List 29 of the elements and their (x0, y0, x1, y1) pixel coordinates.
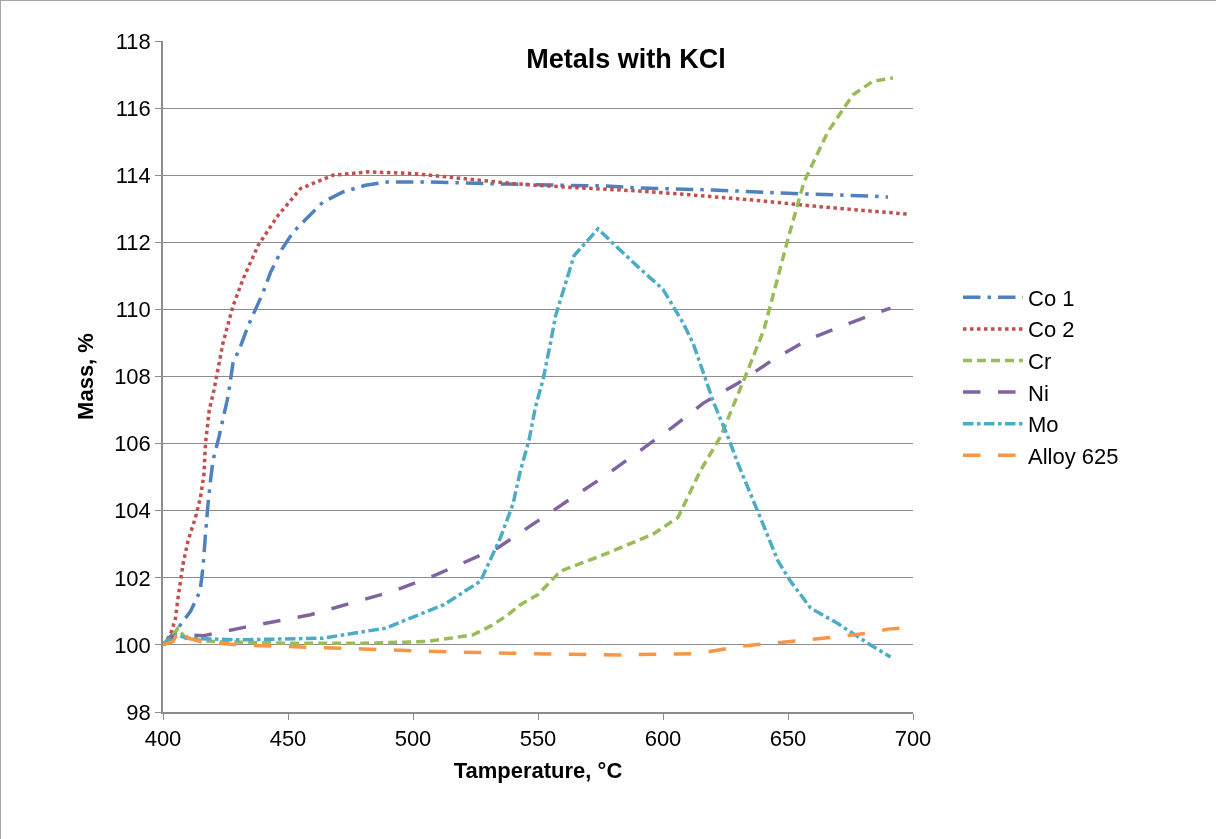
x-tick-label: 500 (394, 726, 432, 752)
y-tick-label: 106 (114, 431, 151, 457)
legend-label: Co 1 (1028, 285, 1075, 311)
y-tick-label: 104 (114, 498, 151, 524)
x-tick-label: 450 (269, 726, 307, 752)
chart-title: Metals with KCl (526, 44, 726, 75)
x-tick-label: 700 (894, 726, 932, 752)
legend-label: Cr (1028, 349, 1052, 375)
y-tick-label: 112 (115, 230, 151, 255)
legend-label: Alloy 625 (1028, 443, 1119, 469)
y-tick-label: 110 (115, 297, 151, 323)
y-tick-label: 118 (115, 28, 151, 54)
legend-label: Ni (1028, 380, 1049, 406)
line-series (163, 626, 903, 657)
y-tick-label: 100 (114, 632, 151, 658)
x-tick-label: 400 (144, 726, 182, 752)
y-tick-label: 114 (115, 162, 151, 188)
y-tick-label: 98 (126, 699, 151, 725)
y-tick-label: 116 (115, 95, 151, 121)
x-tick-label: 650 (769, 726, 807, 752)
x-axis-title: Tamperature, °C (453, 757, 623, 783)
y-axis-title: Mass, % (73, 333, 99, 420)
y-tick-label: 102 (114, 565, 151, 591)
x-tick-label: 600 (644, 726, 682, 752)
legend-label: Mo (1028, 412, 1059, 438)
legend-label: Co 2 (1028, 317, 1075, 343)
y-tick-label: 108 (114, 364, 151, 390)
x-tick-label: 550 (519, 726, 557, 752)
line-series (163, 76, 895, 647)
